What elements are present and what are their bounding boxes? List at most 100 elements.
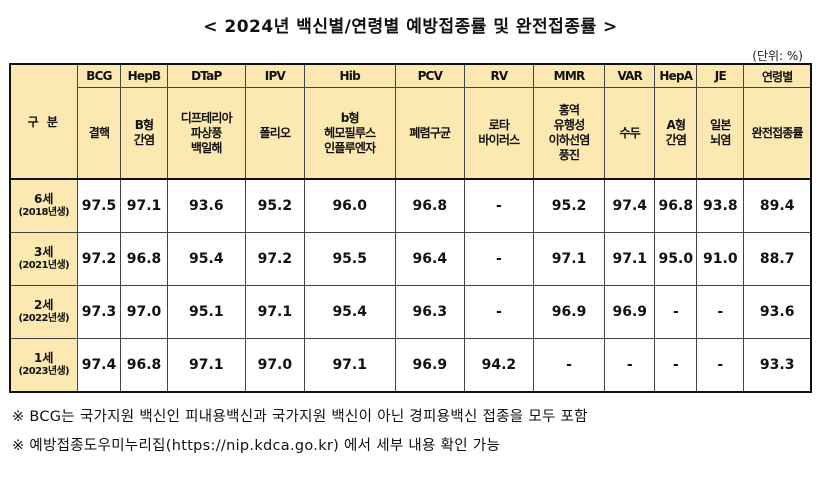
table-cell: 97.1 (166, 338, 247, 393)
column-name-line: 폴리오 (259, 125, 291, 140)
table-cell: 95.0 (654, 232, 698, 286)
column-name-line: A형 (666, 118, 686, 132)
table-cell: 96.4 (394, 232, 465, 286)
table-row: 6세 (2018년생) 97.5 97.1 93.6 95.2 96.0 96.8… (9, 178, 812, 233)
column-code: MMR (532, 63, 606, 88)
table-cell: 96.0 (303, 178, 396, 233)
column-code: BCG (76, 63, 122, 88)
table-cell: 96.9 (394, 338, 465, 393)
column-code: PCV (394, 63, 465, 88)
row-birth-year: (2023년생) (18, 366, 70, 378)
table-cell: - (654, 285, 698, 339)
column-code: VAR (604, 63, 656, 88)
table-cell: - (654, 338, 698, 393)
row-age: 6세 (34, 192, 54, 207)
column-name-line: 완전접종률 (751, 125, 804, 140)
column-code: HepA (654, 63, 698, 88)
column-name-line: 풍진 (558, 148, 580, 162)
header-code-row: 구 분 BCG HepB DTaP IPV Hib PCV RV MMR VAR… (9, 63, 812, 180)
footnote-bcg: ※ BCG는 국가지원 백신인 피내용백신과 국가지원 백신이 아닌 경피용백신… (12, 409, 588, 425)
row-label: 2세 (2022년생) (9, 285, 78, 339)
table-cell: 97.0 (120, 285, 168, 339)
row-birth-year: (2018년생) (18, 207, 70, 219)
table-cell: 97.1 (604, 232, 656, 286)
table-cell: - (696, 338, 745, 393)
column-name: b형 헤모필루스 인플루엔자 (303, 87, 396, 180)
row-birth-year: (2022년생) (18, 313, 70, 325)
table-cell: 91.0 (696, 232, 745, 286)
column-name: 폴리오 (245, 87, 305, 180)
table-cell: 97.1 (532, 232, 606, 286)
column-name-line: 수두 (619, 125, 641, 140)
table-cell: 96.8 (120, 232, 168, 286)
table-cell: 93.6 (743, 285, 812, 339)
column-name-line: 바이러스 (478, 133, 520, 147)
column-code: JE (696, 63, 745, 88)
table-cell: 93.8 (696, 178, 745, 233)
column-name-line: 뇌염 (710, 133, 731, 147)
table-cell: 97.1 (245, 285, 305, 339)
column-code: HepB (120, 63, 168, 88)
table-row: 3세 (2021년생) 97.2 96.8 95.4 97.2 95.5 96.4… (9, 232, 812, 286)
footnote-website: ※ 예방접종도우미누리집(https://nip.kdca.go.kr) 에서 … (12, 438, 501, 454)
column-name-line: 폐렴구균 (409, 125, 451, 140)
column-name-line: 유행성 (553, 118, 586, 132)
table-cell: 94.2 (463, 338, 534, 393)
table-cell: 93.6 (166, 178, 247, 233)
column-name-line: 백일해 (190, 140, 223, 155)
table-cell: 97.2 (76, 232, 122, 286)
row-age: 2세 (34, 298, 54, 313)
table-cell: 95.2 (532, 178, 606, 233)
column-name: 디프테리아 파상풍 백일해 (166, 87, 247, 180)
table-cell: 97.4 (76, 338, 122, 393)
column-name: 수두 (604, 87, 656, 180)
column-name-line: 파상풍 (190, 125, 223, 140)
table-cell: - (532, 338, 606, 393)
column-name-line: 간염 (665, 133, 687, 147)
table-cell: 95.5 (303, 232, 396, 286)
column-name: B형 간염 (120, 87, 168, 180)
table-cell: 95.2 (245, 178, 305, 233)
table-cell: - (463, 178, 534, 233)
column-name: 폐렴구균 (394, 87, 465, 180)
table-cell: 95.4 (166, 232, 247, 286)
column-name-line: 결핵 (88, 125, 110, 140)
table-cell: 95.4 (303, 285, 396, 339)
table-cell: 97.1 (120, 178, 168, 233)
table-cell: 96.8 (120, 338, 168, 393)
table-cell: 97.0 (245, 338, 305, 393)
row-birth-year: (2021년생) (18, 260, 70, 272)
column-code: 연령별 (743, 63, 812, 88)
unit-label: (단위: %) (752, 49, 803, 63)
header-name-row: 결핵 B형 간염 디프테리아 파상풍 백일해 폴리오 b형 헤모필루스 인플루엔자 폐렴구… (10, 87, 812, 180)
column-name-line: 간염 (133, 133, 155, 147)
table-cell: 96.9 (604, 285, 656, 339)
column-name: 일본 뇌염 (696, 87, 745, 180)
table-cell: 96.3 (394, 285, 465, 339)
column-name-line: 일본 (710, 118, 731, 132)
vaccination-rate-table: 구 분 BCG HepB DTaP IPV Hib PCV RV MMR VAR… (9, 63, 812, 393)
column-name-line: B형 (134, 118, 154, 132)
column-code: Hib (303, 63, 396, 88)
table-cell: 96.8 (654, 178, 698, 233)
table-cell: - (604, 338, 656, 393)
table-cell: 97.5 (76, 178, 122, 233)
row-label: 1세 (2023년생) (9, 338, 78, 393)
table-cell: 93.3 (743, 338, 812, 393)
table-cell: 97.1 (303, 338, 396, 393)
column-name: A형 간염 (654, 87, 698, 180)
column-name: 홍역 유행성 이하선염 풍진 (532, 87, 606, 180)
row-label: 3세 (2021년생) (9, 232, 78, 286)
table-cell: 89.4 (743, 178, 812, 233)
table-cell: 96.8 (394, 178, 465, 233)
table-cell: - (463, 285, 534, 339)
column-name-line: 이하선염 (548, 133, 591, 147)
table-cell: 97.3 (76, 285, 122, 339)
column-code: IPV (245, 63, 305, 88)
column-name-line: 헤모필루스 (324, 125, 376, 140)
row-age: 3세 (34, 245, 54, 260)
table-cell: 97.4 (604, 178, 656, 233)
table-cell: 88.7 (743, 232, 812, 286)
column-name: 완전접종률 (743, 87, 812, 180)
column-code: RV (463, 63, 534, 88)
